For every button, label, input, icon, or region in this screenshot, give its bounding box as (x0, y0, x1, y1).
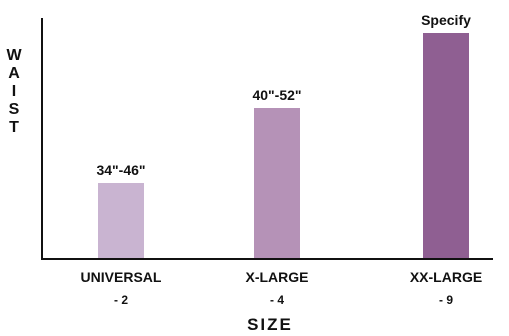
category-label: XX-LARGE (410, 269, 482, 285)
category-labels: UNIVERSAL - 2 X-LARGE - 4 XX-LARGE - 9 (81, 269, 483, 307)
y-axis-title-letter: I (12, 83, 16, 100)
bar-universal (98, 183, 144, 258)
bar-xx-large (423, 33, 469, 258)
category-sublabel: - 9 (439, 293, 453, 307)
y-axis-title-letter: T (9, 119, 19, 136)
bar-value-label: Specify (421, 12, 471, 28)
bar-value-label: 34"-46" (96, 162, 145, 178)
category-sublabel: - 4 (270, 293, 284, 307)
y-axis-title-letter: A (8, 65, 20, 82)
bar-x-large (254, 108, 300, 258)
bar-value-label: 40"-52" (252, 87, 301, 103)
axes (41, 18, 493, 260)
y-axis-title-letter: W (6, 47, 22, 64)
category-sublabel: - 2 (114, 293, 128, 307)
category-label: X-LARGE (246, 269, 309, 285)
bars (98, 33, 469, 258)
bar-labels: 34"-46" 40"-52" Specify (96, 12, 471, 178)
x-axis-title: SIZE (247, 315, 293, 334)
y-axis-title-letter: S (9, 101, 20, 118)
category-label: UNIVERSAL (81, 269, 162, 285)
